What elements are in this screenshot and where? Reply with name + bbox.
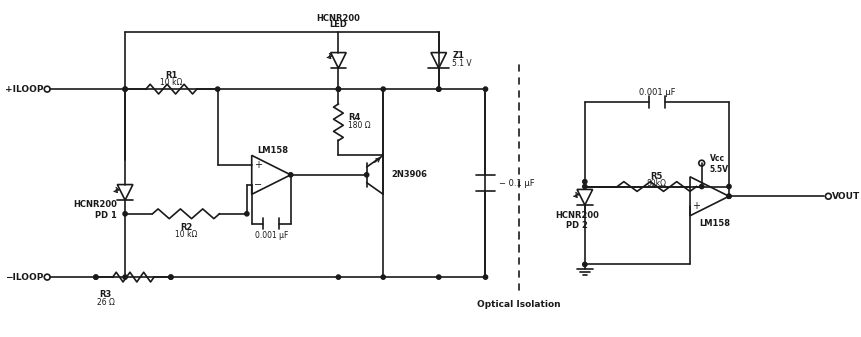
Text: 0.001 μF: 0.001 μF <box>638 88 674 96</box>
Text: 26 Ω: 26 Ω <box>96 298 115 307</box>
Text: +: + <box>253 160 261 170</box>
Text: HCNR200
PD 2: HCNR200 PD 2 <box>554 211 598 230</box>
Circle shape <box>288 173 293 177</box>
Circle shape <box>336 87 340 91</box>
Circle shape <box>94 275 98 279</box>
Circle shape <box>169 275 173 279</box>
Text: LM158: LM158 <box>698 219 729 228</box>
Circle shape <box>94 275 98 279</box>
Circle shape <box>483 275 487 279</box>
Text: +: + <box>691 201 699 211</box>
Text: 5.1 V: 5.1 V <box>452 59 472 68</box>
Circle shape <box>336 87 340 91</box>
Text: Z1: Z1 <box>452 51 464 60</box>
Text: R1: R1 <box>165 71 177 80</box>
Circle shape <box>123 275 127 279</box>
Circle shape <box>582 180 586 184</box>
Text: +ILOOP: +ILOOP <box>5 85 43 94</box>
Circle shape <box>123 87 127 91</box>
Circle shape <box>436 87 440 91</box>
Text: 0.001 μF: 0.001 μF <box>254 231 288 240</box>
Circle shape <box>123 212 127 216</box>
Text: 10 kΩ: 10 kΩ <box>160 78 183 87</box>
Text: LM158: LM158 <box>257 146 288 155</box>
Circle shape <box>245 212 249 216</box>
Text: VOUT: VOUT <box>831 192 859 201</box>
Text: 2N3906: 2N3906 <box>391 170 426 179</box>
Circle shape <box>336 275 340 279</box>
Text: HCNR200
PD 1: HCNR200 PD 1 <box>73 200 117 220</box>
Text: −: − <box>253 180 262 190</box>
Text: R5: R5 <box>650 172 662 181</box>
Text: R2: R2 <box>180 223 192 232</box>
Circle shape <box>215 87 220 91</box>
Text: Vcc
5.5V: Vcc 5.5V <box>709 154 728 174</box>
Text: 80kΩ: 80kΩ <box>646 179 666 188</box>
Circle shape <box>726 194 730 198</box>
Text: −: − <box>691 182 699 191</box>
Text: − 0.1 μF: − 0.1 μF <box>499 179 534 188</box>
Circle shape <box>483 87 487 91</box>
Circle shape <box>123 87 127 91</box>
Circle shape <box>436 87 440 91</box>
Text: LED: LED <box>329 20 347 29</box>
Circle shape <box>364 173 369 177</box>
Text: 10 kΩ: 10 kΩ <box>175 230 197 239</box>
Text: R3: R3 <box>99 290 112 299</box>
Circle shape <box>582 262 586 267</box>
Circle shape <box>726 184 730 189</box>
Circle shape <box>699 184 703 189</box>
Text: HCNR200: HCNR200 <box>316 13 360 23</box>
Circle shape <box>381 275 385 279</box>
Circle shape <box>436 275 440 279</box>
Circle shape <box>169 275 173 279</box>
Text: R4: R4 <box>348 113 360 122</box>
Circle shape <box>726 194 730 198</box>
Text: Optical Isolation: Optical Isolation <box>476 300 560 309</box>
Text: 180 Ω: 180 Ω <box>348 121 370 130</box>
Text: −ILOOP: −ILOOP <box>5 273 43 282</box>
Circle shape <box>582 184 586 189</box>
Circle shape <box>381 87 385 91</box>
